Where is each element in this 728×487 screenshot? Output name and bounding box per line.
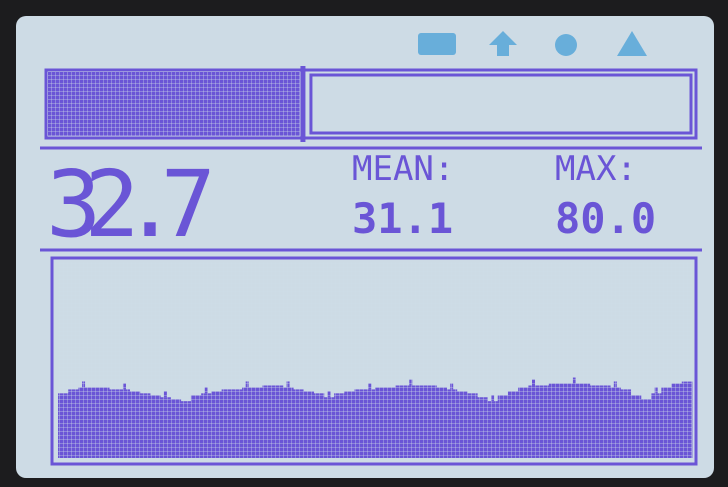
graph-texture bbox=[58, 262, 692, 458]
max-label: MAX: bbox=[555, 149, 637, 189]
current-reading: 32.7 bbox=[46, 151, 216, 258]
mean-value: 31.1 bbox=[352, 194, 453, 243]
record-icon bbox=[555, 34, 577, 56]
page: 32.7 MEAN: 31.1 MAX: 80.0 (() => { const… bbox=[0, 0, 728, 487]
mean-label: MEAN: bbox=[352, 149, 454, 189]
max-value: 80.0 bbox=[555, 194, 656, 243]
level-bar-texture bbox=[48, 72, 300, 136]
device-screen: 32.7 MEAN: 31.1 MAX: 80.0 bbox=[0, 0, 728, 487]
battery-icon bbox=[418, 33, 456, 55]
